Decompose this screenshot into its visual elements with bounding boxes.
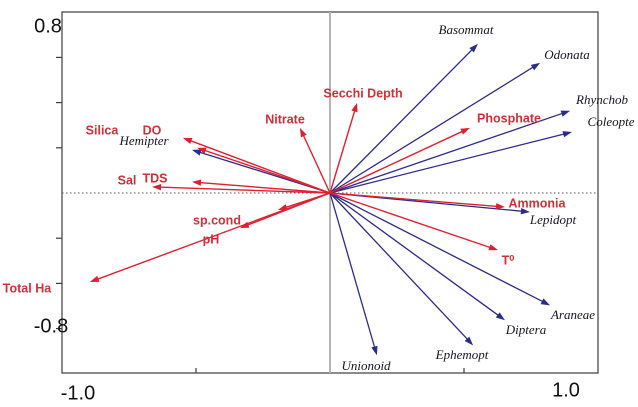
env-ammonia-arrow-shaft [329,192,500,208]
env-nitrate-arrowhead [299,127,307,138]
env-silica-label: Silica [86,123,120,137]
species-lepidopt-label: Lepidopt [529,212,577,227]
species-odonata-arrow-shaft [329,65,536,194]
env-silica-arrowhead [182,137,193,145]
env-secchi-depth-arrow-shaft [329,108,357,194]
env-do-arrow-shaft [202,149,331,194]
x-axis-left-tick-label: -1.0 [60,382,96,405]
env-tds-label: TDS [143,171,168,185]
env-sal-arrow-shaft [158,186,331,194]
species-araneae-label: Araneae [550,307,595,322]
env-total-ha-arrow-shaft [95,192,331,281]
species-araneae-arrowhead [540,298,551,306]
species-diptera-label: Diptera [505,322,547,337]
species-rhynchob-arrowhead [560,110,571,117]
species-rhynchob-arrow-shaft [329,112,565,194]
species-araneae-arrow-shaft [329,192,545,304]
species-lepidopt-arrowhead [520,207,530,215]
env-tds-arrowhead [191,179,202,186]
env-sal-label: Sal [118,173,137,187]
env-sal-arrowhead [152,184,162,191]
species-coleopte-label: Coleopte [588,114,635,129]
species-basommat-label: Basommat [439,22,494,37]
env-ph-label: pH [203,232,220,246]
env-total-ha-arrowhead [89,275,100,283]
species-unionoid-arrow-shaft [329,192,376,350]
species-ephemopt-arrowhead [464,336,474,346]
species-rhynchob-label: Rhynchob [575,92,628,107]
env-secchi-depth-arrowhead [351,102,358,113]
species-ephemopt-label: Ephemopt [435,347,489,362]
species-odonata-arrowhead [530,62,541,71]
env-total-ha-label: Total Ha [3,281,52,295]
env-phosphate-label: Phosphate [477,111,541,125]
species-basommat-arrow-shaft [329,47,475,194]
env-t-label: T⁰ [502,253,516,267]
species-basommat-arrowhead [469,43,478,53]
env-t-arrowhead [488,244,499,251]
env-do-arrowhead [197,147,207,154]
x-axis-right-tick-label: 1.0 [552,379,580,402]
species-coleopte-arrow-shaft [329,132,567,194]
env-phosphate-arrow-shaft [329,129,465,194]
y-axis-bottom-tick-label: -0.8 [33,315,69,338]
env-sp-cond-label: sp.cond [193,213,241,227]
env-tds-arrow-shaft [197,181,331,194]
env-nitrate-arrow-shaft [301,133,331,194]
species-hemipter-label: Hemipter [118,133,169,148]
species-odonata-label: Odonata [544,47,590,62]
species-hemipter-arrowhead [191,149,202,156]
species-ephemopt-arrow-shaft [329,192,470,342]
y-axis-top-tick-label: 0.8 [34,15,62,38]
env-do-label: DO [143,123,162,137]
species-unionoid-arrowhead [371,345,378,356]
species-diptera-arrow-shaft [329,192,501,318]
env-sp-cond-arrowhead [278,204,288,211]
species-diptera-arrowhead [495,312,506,321]
env-ammonia-label: Ammonia [509,196,567,210]
env-t-arrow-shaft [329,192,493,249]
species-unionoid-label: Unionoid [341,358,391,373]
env-silica-arrow-shaft [188,139,331,194]
env-phosphate-arrowhead [460,127,470,135]
env-secchi-depth-label: Secchi Depth [323,86,402,100]
env-ammonia-arrowhead [495,203,506,210]
species-coleopte-arrowhead [562,131,573,138]
env-nitrate-label: Nitrate [265,112,305,126]
